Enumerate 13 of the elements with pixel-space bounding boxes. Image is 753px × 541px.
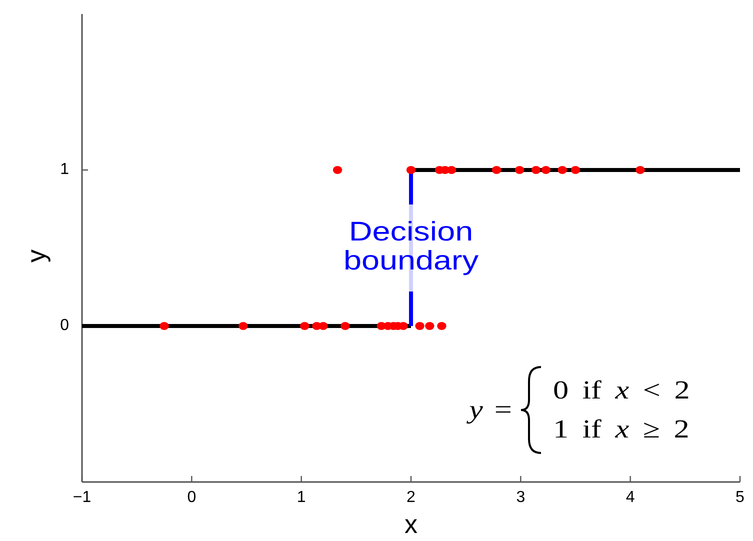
x-tick-label: 4	[626, 489, 635, 506]
x-tick-label: 1	[296, 489, 306, 506]
x-tick-label: 0	[187, 489, 196, 506]
x-axis-title: x	[404, 508, 418, 539]
x-tick-label: 2	[406, 489, 416, 506]
x-tick-label: −1	[72, 489, 92, 506]
annotation: y =	[466, 394, 512, 424]
annotation: 0 if x < 2	[553, 375, 690, 404]
x-tick-label: 3	[516, 489, 526, 506]
x-tick-label: 5	[736, 489, 745, 506]
series-label: Decision boundary	[343, 217, 479, 276]
y-axis-title: y	[20, 250, 51, 262]
annotation: 1 if x ≥ 2	[553, 414, 690, 444]
